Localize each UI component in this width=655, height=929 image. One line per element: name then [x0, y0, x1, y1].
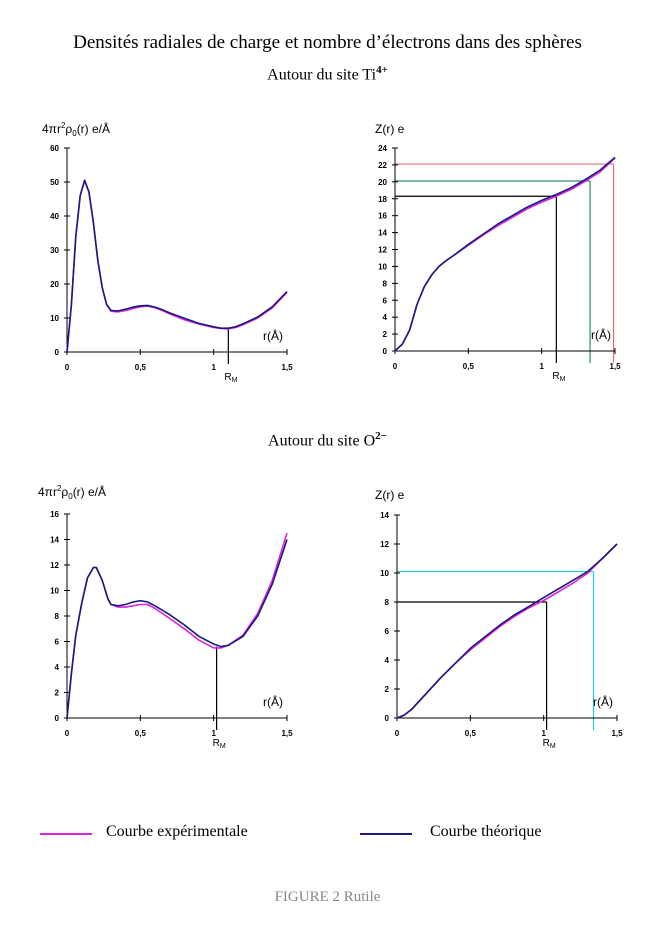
- section-title-ti: Autour du site Ti4+: [0, 64, 655, 84]
- ti-electrons-ytick-label: 22: [378, 161, 387, 170]
- figure-caption: FIGURE 2 Rutile: [274, 889, 381, 905]
- o-density-xtick-label: 0,5: [135, 729, 147, 738]
- ti-density-xtick-label: 0,5: [135, 363, 147, 372]
- ti-electrons-xlabel: r(Å): [591, 327, 611, 342]
- section-title-ti-label: Autour du site Ti: [267, 66, 377, 84]
- o-density-ytick-label: 12: [50, 561, 59, 570]
- ti-density-ytick-label: 60: [50, 144, 59, 153]
- o-density-ytick-label: 14: [50, 536, 59, 545]
- section-title-o-label: Autour du site O: [268, 432, 376, 450]
- o-electrons-ytick-label: 14: [380, 511, 389, 520]
- ti-electrons-ytick-label: 20: [378, 178, 387, 187]
- ti-electrons-ytick-label: 6: [383, 296, 388, 305]
- o-density-ytick-label: 8: [55, 612, 60, 621]
- ti-electrons-ytick-label: 4: [383, 313, 388, 322]
- ti-density-ylabel: 4πr2ρ0(r) e/Å: [42, 121, 110, 138]
- o-density-xlabel: r(Å): [263, 694, 283, 709]
- legend-experimental-label: Courbe expérimentale: [106, 823, 248, 840]
- o-density-ylabel: 4πr2ρ0(r) e/Å: [38, 484, 106, 501]
- legend-experimental-swatch: [40, 833, 92, 835]
- ti-density-xtick-label: 1: [211, 363, 216, 372]
- o-density-xtick-label: 0: [65, 729, 70, 738]
- ti-electrons-xtick-label: 0,5: [463, 362, 475, 371]
- ti-density-ytick-label: 10: [50, 314, 59, 323]
- o-electrons-ytick-label: 12: [380, 540, 389, 549]
- o-density-series-theoretical: [66, 539, 288, 719]
- ti-density-xlabel: r(Å): [263, 328, 283, 343]
- o-density-ytick-label: 10: [50, 587, 59, 596]
- figure-title: Densités radiales de charge et nombre d’…: [73, 32, 582, 53]
- ti-density-xtick-label: 0: [65, 363, 70, 372]
- ti-density-ytick-label: 0: [55, 348, 60, 357]
- o-density-series-experimental: [66, 532, 288, 719]
- ti-electrons-xtick-label: 1,5: [609, 362, 621, 371]
- o-density-ytick-label: 2: [55, 689, 60, 698]
- o-electrons-ytick-label: 10: [380, 569, 389, 578]
- o-electrons-xlabel: r(Å): [593, 694, 613, 709]
- o-electrons-ytick-label: 8: [385, 598, 390, 607]
- o-electrons-series-experimental: [396, 543, 618, 719]
- o-electrons-chart: 0 2 4 6 8 10 12 14 0 0,5 1 1,5 Z(r) e r(Å) RM: [375, 488, 623, 750]
- ti-density-ytick-label: 20: [50, 280, 59, 289]
- ti-density-series-theoretical: [66, 179, 288, 353]
- o-density-ytick-label: 16: [50, 510, 59, 519]
- o-electrons-ytick-label: 6: [385, 627, 390, 636]
- legend-theoretical-swatch: [360, 833, 412, 835]
- o-electrons-xtick-label: 0,5: [465, 729, 477, 738]
- ti-electrons-ytick-label: 24: [378, 144, 387, 153]
- o-density-xtick-label: 1,5: [281, 729, 293, 738]
- o-electrons-ytick-label: 0: [385, 714, 390, 723]
- ti-electrons-ytick-label: 18: [378, 195, 387, 204]
- o-density-rm-label: RM: [213, 738, 226, 750]
- ti-electrons-ytick-label: 8: [383, 279, 388, 288]
- o-electrons-xtick-label: 1,5: [611, 729, 623, 738]
- ti-density-xtick-label: 1,5: [281, 363, 293, 372]
- ti-density-ytick-label: 40: [50, 212, 59, 221]
- ti-electrons-series-theoretical: [394, 156, 616, 352]
- o-electrons-ytick-label: 4: [385, 656, 390, 665]
- o-density-ytick-label: 0: [55, 714, 60, 723]
- ti-density-chart: 0 10 20 30 40 50 60 0 0,5 1 1,5 4πr2ρ0(r) e/Å r(Å) RM: [42, 121, 293, 384]
- ti-density-rm-label: RM: [224, 372, 237, 384]
- section-title-ti-charge: 4+: [376, 64, 388, 76]
- ti-density-ytick-label: 30: [50, 246, 59, 255]
- o-electrons-series-theoretical: [396, 543, 618, 719]
- ti-density-ytick-label: 50: [50, 178, 59, 187]
- ti-electrons-ytick-label: 10: [378, 262, 387, 271]
- ti-electrons-series-experimental: [394, 157, 616, 352]
- o-density-xtick-label: 1: [211, 729, 216, 738]
- ti-electrons-xtick-label: 0: [393, 362, 398, 371]
- ti-electrons-rm-label: RM: [552, 371, 565, 383]
- o-density-chart: 0 2 4 6 8 10 12 14 16 0 0,5 1 1,5 4πr2ρ0(r) e/Å r(Å) RM: [38, 484, 293, 750]
- o-electrons-xtick-label: 0: [395, 729, 400, 738]
- ti-electrons-xtick-label: 1: [539, 362, 544, 371]
- ti-electrons-ytick-label: 14: [378, 229, 387, 238]
- o-density-ytick-label: 6: [55, 638, 60, 647]
- ti-electrons-ylabel: Z(r) e: [375, 122, 405, 136]
- ti-electrons-ytick-label: 16: [378, 212, 387, 221]
- o-electrons-rm-label: RM: [543, 738, 556, 750]
- o-electrons-ylabel: Z(r) e: [375, 488, 405, 502]
- section-title-o: Autour du site O2−: [0, 430, 655, 450]
- o-electrons-xtick-label: 1: [541, 729, 546, 738]
- ti-electrons-ytick-label: 12: [378, 246, 387, 255]
- section-title-o-charge: 2−: [375, 430, 387, 442]
- o-electrons-ytick-label: 2: [385, 685, 390, 694]
- o-density-ytick-label: 4: [55, 663, 60, 672]
- ti-electrons-ytick-label: 2: [383, 330, 388, 339]
- legend-theoretical-label: Courbe théorique: [430, 823, 542, 840]
- ti-density-series-experimental: [66, 179, 288, 353]
- ti-electrons-ytick-label: 0: [383, 347, 388, 356]
